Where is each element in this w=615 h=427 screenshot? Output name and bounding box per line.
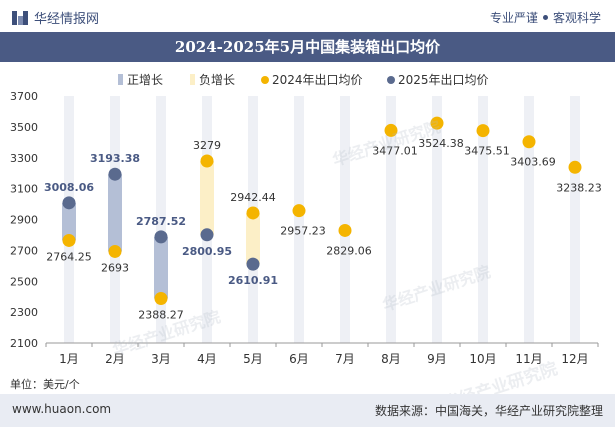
point-2024[interactable] — [200, 154, 214, 168]
point-2025[interactable] — [108, 167, 122, 181]
point-2024[interactable] — [384, 123, 398, 137]
slogan: 专业严谨 客观科学 — [490, 9, 601, 26]
y-tick-label: 2900 — [10, 214, 38, 227]
x-tick-label: 5月 — [243, 352, 263, 366]
data-label-2024: 3279 — [193, 139, 221, 152]
data-label-2025: 2787.52 — [136, 215, 186, 228]
point-2024[interactable] — [338, 223, 352, 237]
data-label-2025: 2800.95 — [182, 245, 232, 258]
column-background — [432, 96, 442, 343]
y-tick-label: 2300 — [10, 306, 38, 319]
data-label-2024: 2942.44 — [230, 191, 276, 204]
legend-positive-label[interactable]: 正增长 — [127, 73, 163, 87]
data-label-2024: 3238.23 — [556, 181, 602, 194]
x-tick-label: 6月 — [289, 352, 309, 366]
data-label-2024: 2388.27 — [138, 308, 184, 321]
column-background — [386, 96, 396, 343]
legend-positive-swatch — [118, 74, 123, 85]
footer-url[interactable]: www.huaon.com — [12, 402, 112, 416]
y-tick-label: 3300 — [10, 152, 38, 165]
chart: 2100 2300 2500 2700 2900 3100 3300 3500 3700 1月 2月… — [10, 73, 602, 366]
negative-growth-bar — [246, 212, 260, 265]
legend-2024-label[interactable]: 2024年出口均价 — [272, 73, 363, 87]
point-2025[interactable] — [62, 196, 76, 210]
data-label-2025: 3193.38 — [90, 152, 140, 165]
unit-label: 单位：美元/个 — [10, 378, 80, 391]
data-label-2024: 3524.38 — [418, 137, 464, 150]
positive-growth-bar — [108, 174, 122, 252]
x-tick-label: 4月 — [197, 352, 217, 366]
chart-title: 2024-2025年5月中国集装箱出口均价 — [0, 32, 615, 62]
point-2024[interactable] — [430, 116, 444, 130]
data-label-2025: 2610.91 — [228, 274, 278, 287]
point-2024[interactable] — [476, 124, 490, 138]
slogan-right: 客观科学 — [552, 11, 601, 25]
positive-growth-bar — [62, 202, 76, 241]
footer: www.huaon.com 数据来源：中国海关，华经产业研究院整理 — [0, 394, 615, 427]
data-label-2024: 2764.25 — [46, 250, 92, 263]
legend-2025-label[interactable]: 2025年出口均价 — [398, 73, 489, 87]
legend-2025-marker — [387, 76, 395, 84]
legend-negative-swatch — [190, 74, 195, 85]
y-tick-label: 2700 — [10, 244, 38, 257]
column-background — [524, 96, 534, 343]
footer-source: 数据来源：中国海关，华经产业研究院整理 — [374, 404, 603, 418]
data-label-2024: 2829.06 — [326, 244, 372, 257]
point-2024[interactable] — [246, 206, 260, 220]
y-tick-label: 3500 — [10, 121, 38, 134]
legend-2024-marker — [261, 76, 269, 84]
point-2024[interactable] — [62, 233, 76, 247]
x-tick-label: 3月 — [151, 352, 171, 366]
x-tick-label: 2月 — [105, 352, 125, 366]
point-2024[interactable] — [522, 135, 536, 149]
point-2025[interactable] — [154, 230, 168, 244]
y-tick-label: 3100 — [10, 183, 38, 196]
brand-name: 华经情报网 — [34, 12, 100, 27]
positive-growth-bar — [154, 236, 168, 299]
column-background — [570, 96, 580, 343]
legend-negative-label[interactable]: 负增长 — [199, 73, 235, 87]
negative-growth-bar — [200, 160, 214, 235]
brand-logo-icon — [12, 10, 28, 25]
x-tick-label: 12月 — [561, 352, 588, 366]
x-tick-label: 9月 — [427, 352, 447, 366]
dot-separator-icon — [542, 15, 548, 20]
brand[interactable]: 华经情报网 — [12, 8, 99, 27]
y-tick-label: 3700 — [10, 90, 38, 103]
y-tick-label: 2100 — [10, 337, 38, 350]
column-background — [156, 96, 166, 343]
x-tick-label: 11月 — [515, 352, 542, 366]
column-background — [294, 96, 304, 343]
data-label-2024: 3403.69 — [510, 156, 556, 169]
column-background — [340, 96, 350, 343]
point-2024[interactable] — [568, 160, 582, 174]
column-background — [478, 96, 488, 343]
point-2024[interactable] — [108, 244, 122, 258]
data-label-2024: 3475.51 — [464, 145, 510, 158]
y-tick-label: 2500 — [10, 275, 38, 288]
point-2025[interactable] — [200, 228, 214, 242]
x-tick-label: 1月 — [59, 352, 79, 366]
x-tick-label: 10月 — [469, 352, 496, 366]
header-bar: 华经情报网 专业严谨 客观科学 — [0, 0, 615, 32]
point-2024[interactable] — [292, 204, 306, 218]
data-label-2025: 3008.06 — [44, 181, 94, 194]
slogan-left: 专业严谨 — [489, 11, 538, 25]
data-label-2024: 3477.01 — [372, 144, 418, 157]
point-2024[interactable] — [154, 291, 168, 305]
data-label-2024: 2693 — [101, 261, 129, 274]
data-label-2024: 2957.23 — [280, 225, 326, 238]
x-tick-label: 7月 — [335, 352, 355, 366]
x-tick-label: 8月 — [381, 352, 401, 366]
point-2025[interactable] — [246, 257, 260, 271]
